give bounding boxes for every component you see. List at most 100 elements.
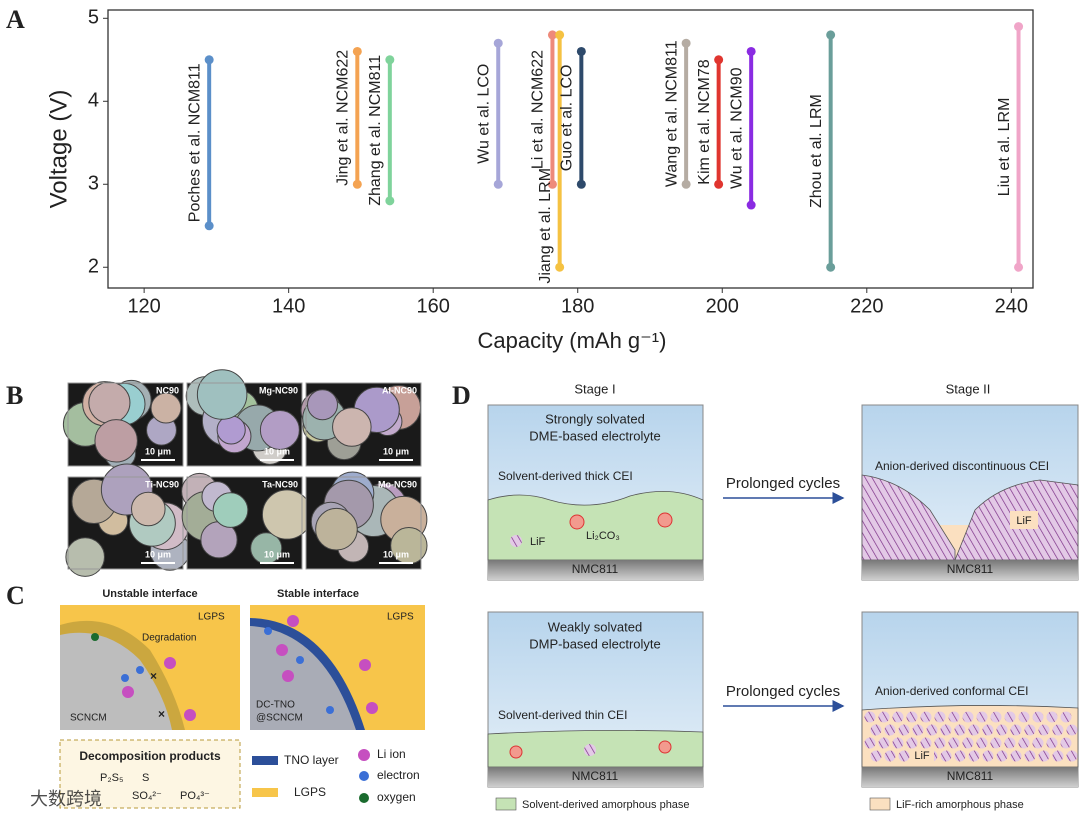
legend-label: electron [377, 768, 420, 782]
electron [326, 706, 334, 714]
range-end [493, 179, 503, 189]
lif-particle [892, 711, 904, 723]
range-end [493, 38, 503, 48]
substrate [862, 767, 1078, 787]
series-label: Wu et al. NCM90 [728, 67, 745, 189]
label-bg [1010, 511, 1038, 529]
range-end [714, 55, 724, 65]
lif-particle [878, 737, 890, 749]
label: Weakly solvated [548, 619, 642, 634]
series-label: Guo et al. LCO [559, 65, 576, 172]
label: LiF [914, 750, 930, 762]
range-end [1014, 262, 1024, 272]
block-mark: × [158, 707, 165, 721]
range-end [555, 262, 565, 272]
label: LiF [530, 536, 546, 548]
lif-particle [892, 737, 904, 749]
image-label: Al-NC90 [382, 385, 417, 395]
label: DME-based electrolyte [529, 428, 661, 443]
electron [264, 627, 272, 635]
particle [196, 369, 248, 420]
li2co3-particle [657, 512, 673, 528]
particle [212, 492, 249, 528]
label: @SCNCM [256, 713, 303, 724]
label: Degradation [142, 633, 196, 644]
lif-particle [954, 750, 966, 762]
range-end [826, 30, 836, 40]
label-bg [910, 749, 934, 763]
x-tick-label: 120 [127, 295, 160, 317]
plot-frame [107, 9, 1034, 289]
lif-particle [968, 724, 980, 736]
scale-label: 10 μm [264, 549, 290, 559]
oxygen [91, 633, 99, 641]
range-end [826, 262, 836, 272]
lif-particle [1066, 750, 1078, 762]
particle [150, 392, 182, 424]
lif-particle [870, 724, 882, 736]
legend-label: TNO layer [284, 753, 339, 767]
series-label: Li et al. NCM622 [530, 50, 547, 169]
frame [186, 382, 303, 467]
label: DC-TNO [256, 700, 295, 711]
panel-label: A [6, 5, 25, 34]
range-end [352, 46, 362, 56]
scale-label: 10 μm [383, 446, 409, 456]
series-label: Kim et al. NCM78 [696, 59, 713, 184]
range-end [352, 179, 362, 189]
series-label: Liu et al. LRM [996, 98, 1013, 197]
range-end [547, 30, 557, 40]
lif-particle [864, 737, 876, 749]
legend-swatch [252, 788, 278, 797]
particle [88, 381, 131, 424]
x-tick-label: 200 [706, 295, 739, 317]
particle [315, 507, 358, 551]
label: SCNCM [70, 713, 107, 724]
lif-particle [1024, 750, 1036, 762]
panel-label: D [452, 381, 471, 410]
panel-label: B [6, 381, 23, 410]
lif-particle [1038, 750, 1050, 762]
y-axis-label: Voltage (V) [45, 90, 72, 209]
label: LGPS [387, 612, 414, 623]
series-label: Poches et al. NCM811 [186, 63, 203, 222]
lif-particle [948, 711, 960, 723]
lif-particle [1046, 737, 1058, 749]
lif-particle [884, 724, 896, 736]
panel-label: C [6, 581, 25, 610]
arrow-label: Prolonged cycles [726, 683, 840, 700]
label: S [142, 772, 149, 784]
lif-particle [976, 711, 988, 723]
lif-particle [510, 535, 522, 547]
image-label: Ti-NC90 [145, 479, 179, 489]
lif-particle [898, 750, 910, 762]
title: Decomposition products [79, 749, 221, 763]
li2co3-particle [658, 740, 672, 754]
legend-label: oxygen [377, 790, 416, 804]
lif-particle [1018, 711, 1030, 723]
label: NMC811 [947, 562, 994, 576]
discontinuous-cei [861, 474, 956, 561]
scale-label: 10 μm [145, 446, 171, 456]
li2co3-particle [569, 514, 585, 530]
lif-particle [990, 737, 1002, 749]
series-label: Zhang et al. NCM811 [367, 55, 384, 206]
label: Strongly solvated [545, 411, 645, 426]
legend-swatch [358, 749, 370, 761]
watermark: 大数跨境 [30, 789, 102, 809]
electron [136, 666, 144, 674]
range-end [714, 179, 724, 189]
label: NMC811 [947, 769, 994, 783]
substrate [488, 560, 703, 580]
lif-particle [954, 724, 966, 736]
legend-swatch [359, 771, 369, 781]
label: Solvent-derived thick CEI [498, 469, 633, 483]
scale-label: 10 μm [264, 446, 290, 456]
legend-swatch [495, 797, 517, 811]
lif-particle [934, 711, 946, 723]
label: NMC811 [572, 769, 619, 783]
lif-particle [990, 711, 1002, 723]
range-end [1014, 22, 1024, 32]
range-end [746, 200, 756, 210]
